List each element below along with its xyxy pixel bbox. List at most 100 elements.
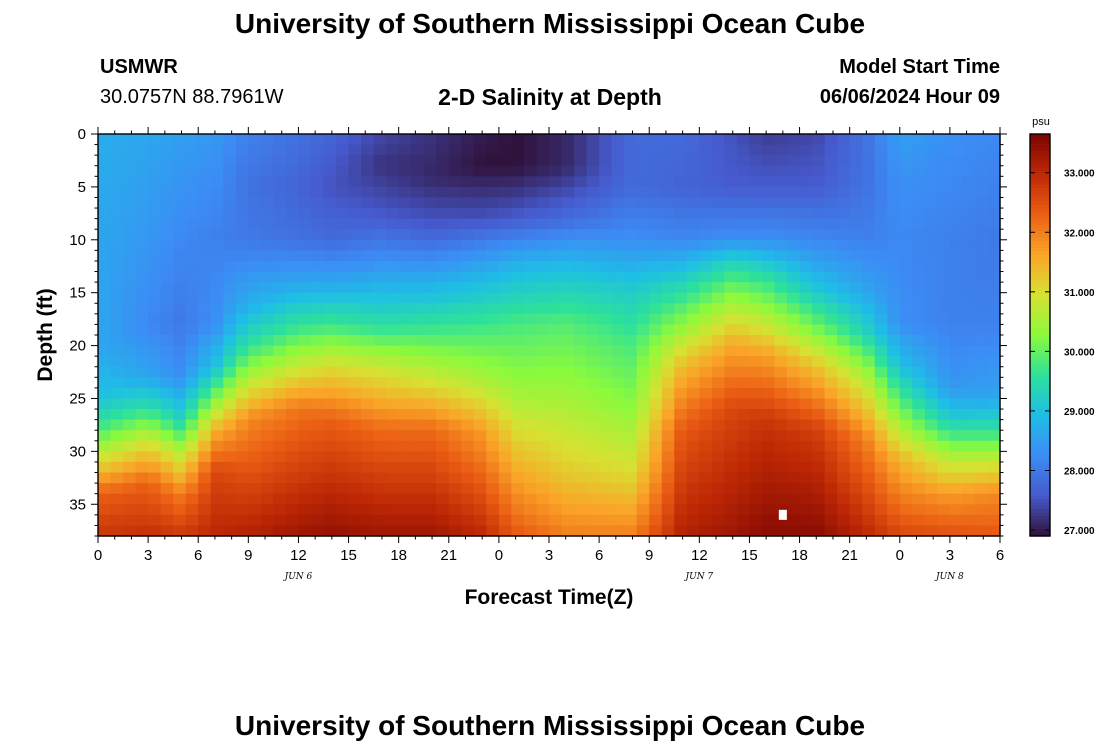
- heatmap-cell: [511, 461, 525, 474]
- heatmap-cell: [574, 335, 588, 347]
- heatmap-cell: [974, 356, 989, 368]
- heatmap-cell: [586, 271, 600, 283]
- heatmap-cell: [899, 155, 913, 167]
- colorbar-segment: [1030, 204, 1050, 209]
- heatmap-cell: [173, 165, 187, 177]
- heatmap-cell: [110, 366, 124, 378]
- heatmap-cell: [549, 186, 563, 199]
- heatmap-cell: [724, 239, 738, 251]
- heatmap-cell: [887, 186, 901, 199]
- heatmap-cell: [686, 197, 700, 209]
- heatmap-cell: [210, 313, 224, 326]
- heatmap-cell: [386, 282, 400, 294]
- heatmap-cell: [736, 504, 751, 516]
- heatmap-cell: [624, 303, 638, 315]
- heatmap-cell: [599, 461, 613, 474]
- heatmap-cell: [411, 324, 425, 336]
- heatmap-cell: [724, 409, 738, 421]
- heatmap-cell: [423, 493, 437, 505]
- heatmap-cell: [98, 292, 112, 304]
- heatmap-cell: [974, 165, 989, 177]
- heatmap-cell: [611, 356, 625, 368]
- heatmap-cell: [611, 197, 625, 209]
- heatmap-cell: [273, 155, 287, 167]
- heatmap-cell: [185, 483, 199, 495]
- heatmap-cell: [611, 218, 625, 230]
- heatmap-cell: [223, 356, 237, 368]
- heatmap-cell: [937, 239, 951, 251]
- heatmap-cell: [787, 409, 801, 421]
- heatmap-cell: [736, 461, 751, 474]
- heatmap-cell: [974, 303, 989, 315]
- heatmap-cell: [411, 504, 425, 516]
- heatmap-cell: [874, 292, 888, 304]
- heatmap-cell: [461, 409, 475, 421]
- heatmap-cell: [749, 218, 763, 230]
- heatmap-cell: [336, 260, 350, 273]
- heatmap-cell: [611, 430, 625, 442]
- heatmap-cell: [736, 324, 751, 336]
- x-tick-label: 12: [691, 547, 708, 564]
- heatmap-cell: [924, 144, 938, 156]
- heatmap-cell: [837, 398, 851, 410]
- heatmap-cell: [348, 313, 362, 326]
- colorbar-segment: [1030, 375, 1050, 380]
- heatmap-cell: [824, 525, 838, 537]
- heatmap-cell: [599, 504, 613, 516]
- heatmap-cell: [699, 324, 713, 336]
- heatmap-cell: [974, 419, 989, 431]
- heatmap-cell: [937, 493, 951, 505]
- heatmap-cell: [473, 250, 487, 262]
- heatmap-cell: [611, 345, 625, 357]
- heatmap-cell: [285, 504, 300, 516]
- heatmap-cell: [974, 134, 989, 146]
- heatmap-cell: [235, 398, 249, 410]
- heatmap-cell: [285, 165, 300, 177]
- colorbar-segment: [1030, 154, 1050, 159]
- heatmap-cell: [523, 271, 538, 283]
- heatmap-cell: [937, 260, 951, 273]
- heatmap-cell: [436, 260, 450, 273]
- heatmap-cell: [561, 208, 575, 220]
- heatmap-cell: [624, 345, 638, 357]
- heatmap-cell: [849, 493, 863, 505]
- heatmap-cell: [323, 472, 337, 484]
- heatmap-cell: [674, 282, 688, 294]
- heatmap-cell: [235, 387, 249, 400]
- heatmap-cell: [949, 165, 964, 177]
- heatmap-cell: [574, 377, 588, 389]
- heatmap-cell: [561, 356, 575, 368]
- heatmap-cell: [962, 398, 976, 410]
- heatmap-cell: [774, 239, 788, 251]
- heatmap-cell: [210, 292, 224, 304]
- heatmap-cell: [962, 504, 976, 516]
- heatmap-cell: [949, 451, 964, 463]
- heatmap-cell: [862, 451, 876, 463]
- heatmap-cell: [323, 461, 337, 474]
- heatmap-cell: [974, 186, 989, 199]
- heatmap-cell: [185, 165, 199, 177]
- heatmap-cell: [787, 440, 801, 452]
- heatmap-cell: [411, 451, 425, 463]
- heatmap-cell: [260, 387, 274, 400]
- heatmap-cell: [586, 313, 600, 326]
- heatmap-cell: [774, 345, 788, 357]
- heatmap-cell: [949, 409, 964, 421]
- heatmap-cell: [223, 493, 237, 505]
- heatmap-cell: [887, 461, 901, 474]
- heatmap-cell: [862, 387, 876, 400]
- heatmap-cell: [987, 250, 1001, 262]
- heatmap-cell: [223, 461, 237, 474]
- heatmap-cell: [110, 303, 124, 315]
- heatmap-cell: [498, 144, 513, 156]
- heatmap-cell: [787, 282, 801, 294]
- heatmap-cell: [987, 461, 1001, 474]
- heatmap-cell: [586, 504, 600, 516]
- heatmap-cell: [523, 134, 538, 146]
- heatmap-cell: [110, 197, 124, 209]
- heatmap-cell: [273, 260, 287, 273]
- heatmap-cell: [912, 176, 926, 188]
- heatmap-cell: [661, 356, 675, 368]
- heatmap-cell: [987, 271, 1001, 283]
- heatmap-cell: [599, 514, 613, 527]
